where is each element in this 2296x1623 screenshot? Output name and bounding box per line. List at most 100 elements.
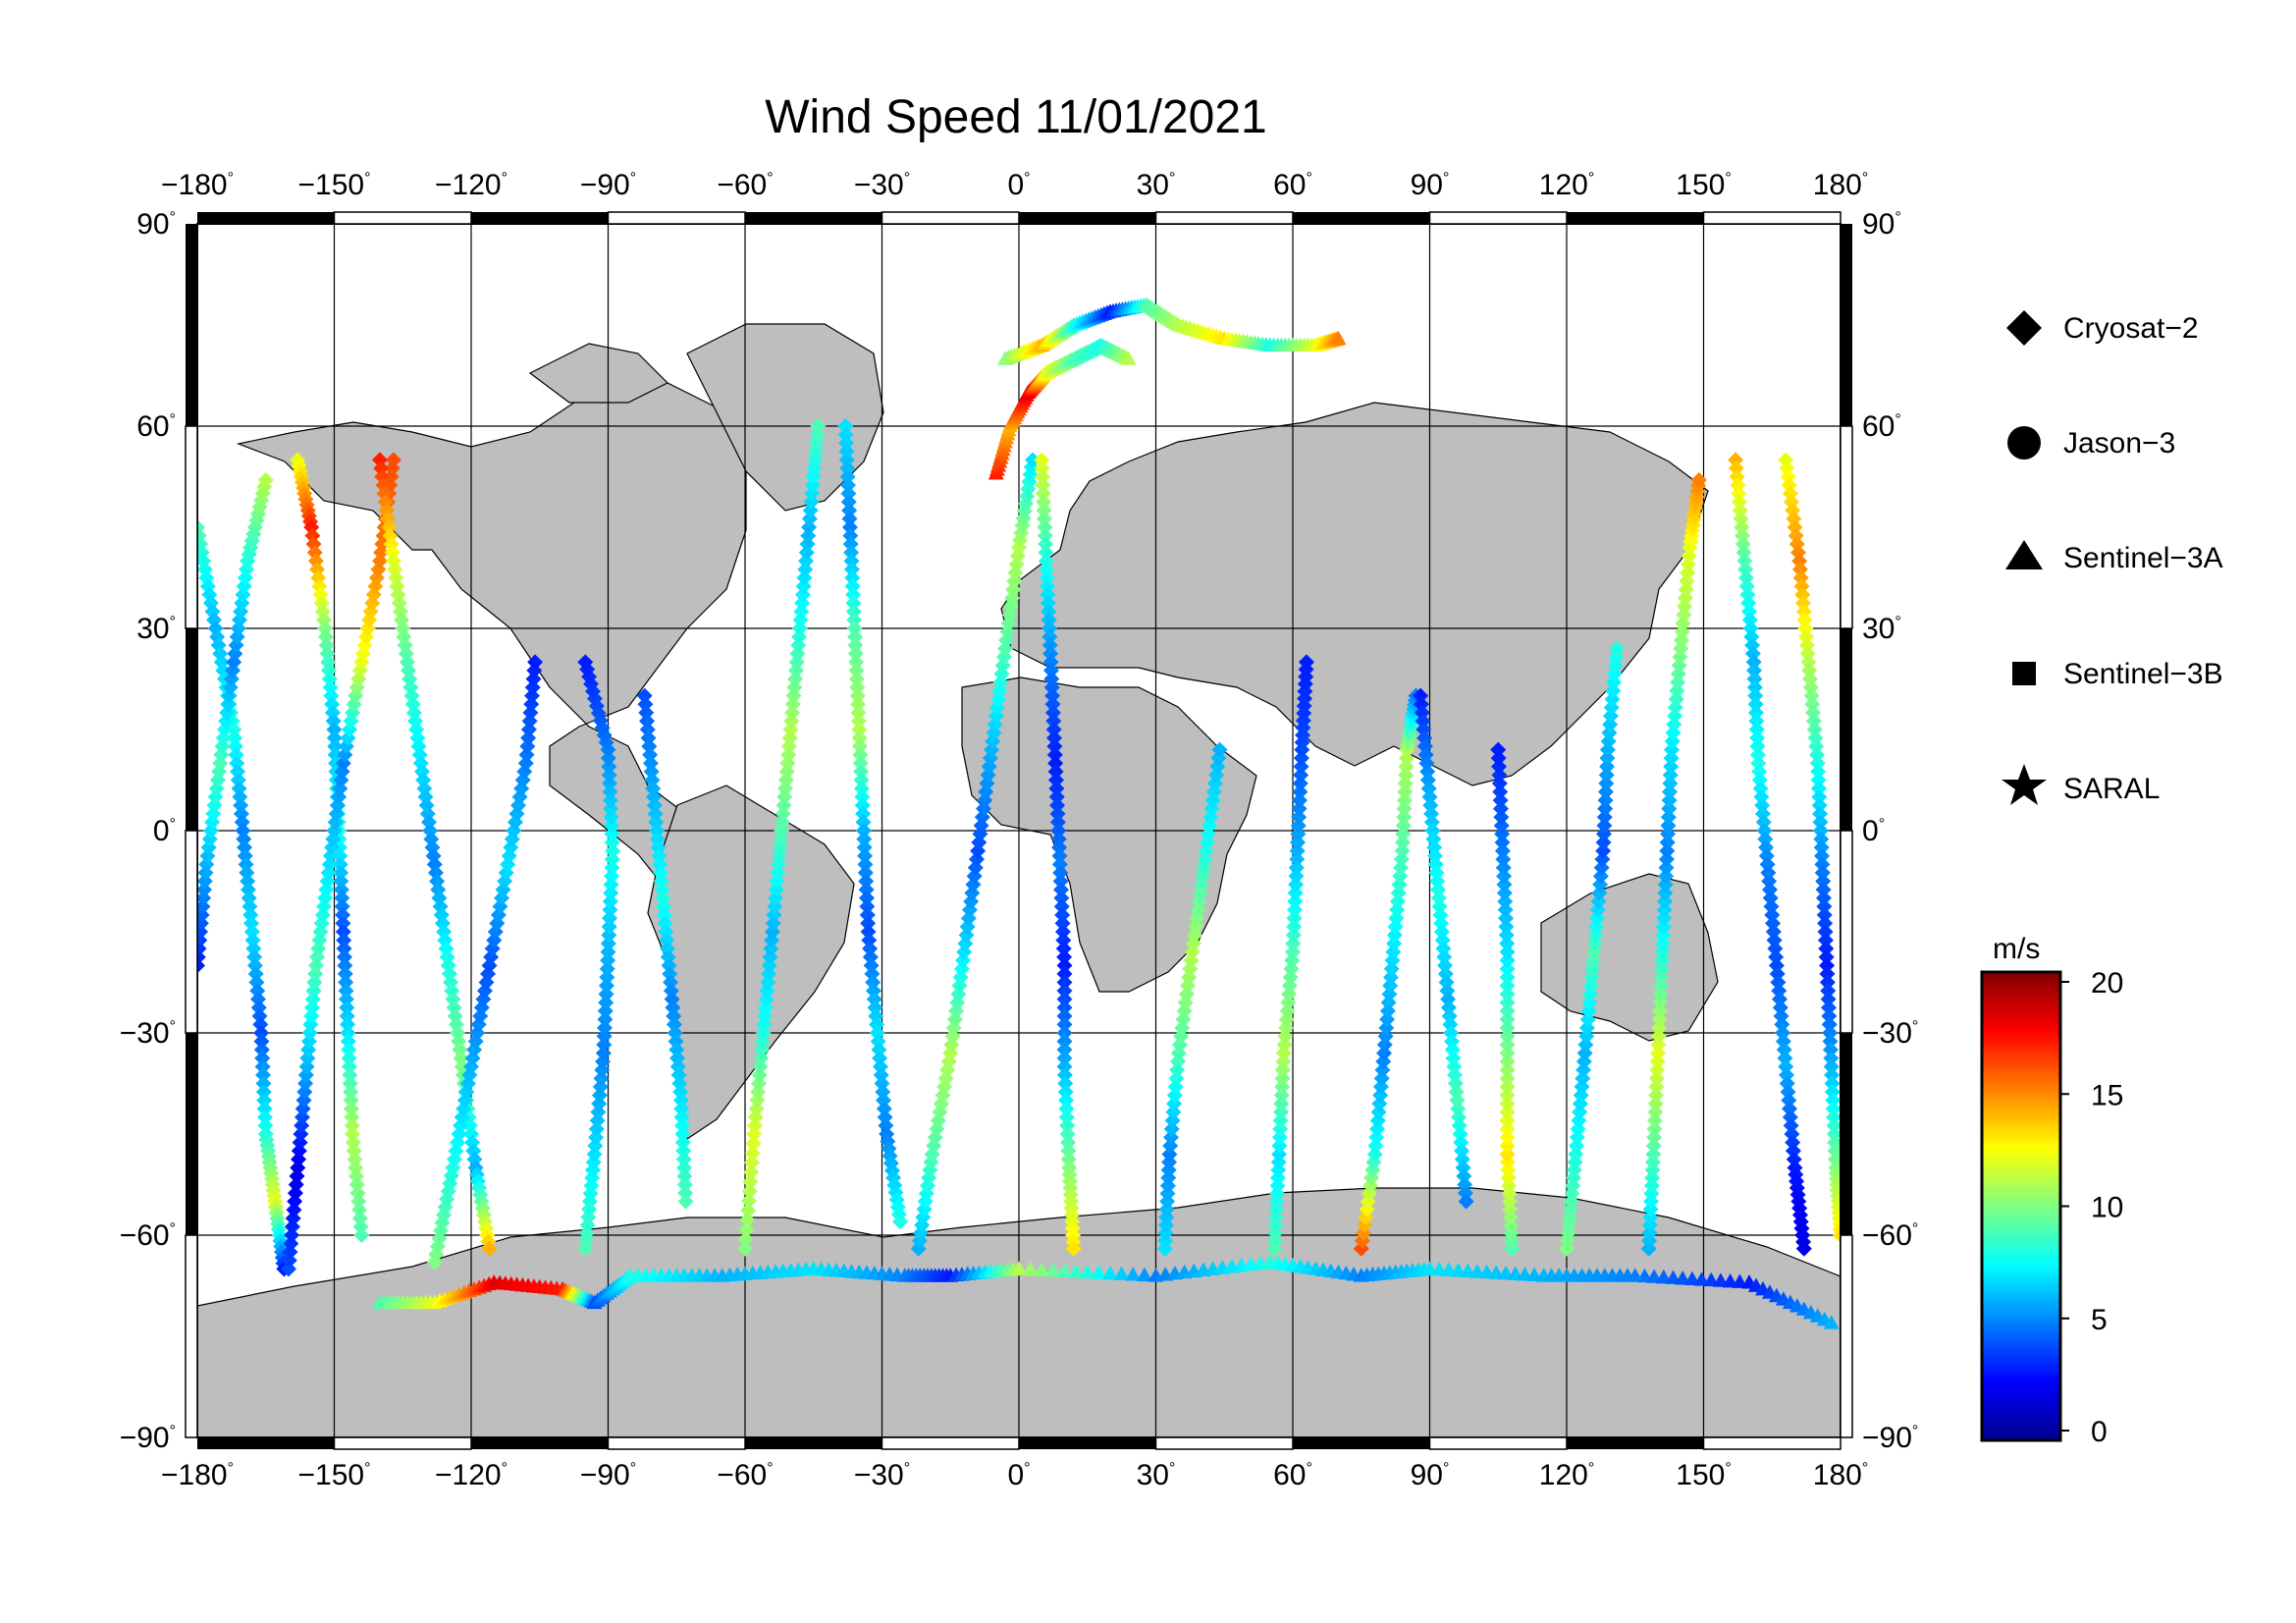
diamond-data-point — [253, 1033, 270, 1050]
diamond-data-point — [1663, 758, 1680, 775]
triangle-data-point — [1034, 1262, 1050, 1276]
diamond-data-point — [1497, 893, 1514, 910]
diamond-data-point — [1690, 471, 1707, 488]
lon-tick-label: −120° — [435, 1459, 507, 1491]
diamond-data-point — [240, 890, 257, 906]
diamond-data-point — [1291, 792, 1308, 809]
diamond-data-point — [197, 553, 212, 569]
diamond-data-point — [1497, 901, 1514, 918]
diamond-data-point — [1498, 927, 1515, 944]
diamond-data-point — [839, 468, 856, 485]
diamond-data-point — [1815, 873, 1832, 890]
diamond-data-point — [1289, 851, 1306, 868]
lon-tick-label: −150° — [298, 169, 371, 201]
cryosat-marker — [2006, 310, 2042, 346]
diamond-data-point — [1056, 974, 1073, 991]
diamond-data-point — [1398, 758, 1415, 775]
diamond-data-point — [1814, 847, 1831, 864]
frame-segment-bottom — [1293, 1437, 1430, 1449]
frame-segment-bottom — [1154, 1436, 1294, 1450]
diamond-data-point — [1289, 842, 1306, 859]
diamond-data-point — [1397, 784, 1414, 800]
lat-tick-label: −60° — [1862, 1219, 1918, 1252]
diamond-data-point — [1492, 800, 1509, 817]
diamond-data-point — [256, 1092, 273, 1109]
diamond-data-point — [855, 814, 872, 831]
diamond-data-point — [1823, 1058, 1840, 1075]
diamond-data-point — [672, 1092, 689, 1109]
diamond-data-point — [1056, 1000, 1073, 1016]
diamond-data-point — [840, 477, 857, 494]
diamond-data-point — [342, 1066, 358, 1083]
diamond-data-point — [844, 569, 861, 586]
diamond-data-point — [1293, 750, 1309, 767]
diamond-data-point — [1041, 603, 1057, 620]
frame-segment-bottom — [745, 1437, 882, 1449]
diamond-data-point — [602, 792, 618, 809]
diamond-data-point — [1747, 696, 1764, 713]
diamond-data-point — [1658, 868, 1675, 885]
diamond-data-point — [601, 918, 617, 935]
diamond-data-point — [1824, 1066, 1841, 1083]
diamond-data-point — [603, 876, 619, 893]
diamond-data-point — [1499, 969, 1516, 986]
frame-segment-top — [197, 212, 335, 224]
diamond-data-point — [1059, 1134, 1076, 1151]
lon-tick-label: 30° — [1137, 1459, 1176, 1491]
diamond-data-point — [1271, 1129, 1288, 1146]
diamond-data-point — [740, 1202, 757, 1218]
diamond-data-point — [1056, 1066, 1073, 1083]
diamond-data-point — [1649, 1054, 1666, 1070]
diamond-data-point — [852, 738, 869, 755]
diamond-data-point — [743, 1155, 760, 1171]
diamond-data-point — [1660, 817, 1677, 834]
diamond-data-point — [1646, 1120, 1663, 1137]
diamond-data-point — [1398, 750, 1415, 767]
sentinel3a-marker — [2005, 540, 2043, 569]
diamond-data-point — [1652, 995, 1669, 1011]
triangle-data-point — [1044, 1263, 1061, 1277]
diamond-data-point — [1045, 722, 1062, 737]
diamond-data-point — [604, 859, 620, 876]
lon-tick-label: 180° — [1813, 169, 1868, 201]
triangle-data-point — [1113, 1266, 1130, 1280]
lon-tick-label: −60° — [717, 1459, 773, 1491]
diamond-data-point — [1286, 918, 1303, 935]
triangle-data-point — [1125, 1267, 1142, 1281]
diamond-data-point — [1056, 1050, 1073, 1066]
triangle-data-point — [1431, 1261, 1448, 1276]
diamond-data-point — [1038, 544, 1054, 561]
diamond-data-point — [1499, 986, 1516, 1002]
diamond-data-point — [1817, 915, 1834, 932]
diamond-data-point — [240, 546, 257, 563]
diamond-data-point — [1293, 758, 1309, 775]
diamond-data-point — [1272, 1104, 1289, 1120]
lon-tick-label: 120° — [1539, 169, 1594, 201]
colorbar-gradient — [1980, 970, 2062, 1442]
legend-label-saral: SARAL — [2063, 773, 2160, 805]
diamond-data-point — [744, 1145, 761, 1162]
diamond-data-point — [1492, 784, 1509, 800]
diamond-data-point — [1494, 826, 1511, 842]
diamond-data-point — [741, 1183, 758, 1200]
diamond-data-point — [1654, 944, 1671, 960]
diamond-data-point — [1274, 1078, 1291, 1095]
diamond-data-point — [1811, 788, 1828, 805]
jason-marker — [2007, 426, 2041, 460]
diamond-data-point — [1047, 772, 1064, 788]
diamond-data-point — [1397, 775, 1414, 791]
diamond-data-point — [1034, 452, 1050, 468]
diamond-data-point — [1648, 1078, 1665, 1095]
diamond-data-point — [1046, 738, 1063, 755]
diamond-data-point — [1499, 1054, 1516, 1070]
diamond-data-point — [1747, 687, 1764, 704]
diamond-data-point — [1499, 936, 1516, 952]
diamond-data-point — [1042, 645, 1059, 662]
diamond-data-point — [837, 426, 854, 443]
diamond-data-point — [197, 561, 213, 577]
diamond-data-point — [1499, 1087, 1516, 1104]
legend-label-cryosat: Cryosat−2 — [2063, 312, 2199, 345]
diamond-data-point — [336, 932, 352, 948]
frame-segment-right — [1841, 628, 1852, 831]
diamond-data-point — [1499, 1070, 1516, 1087]
